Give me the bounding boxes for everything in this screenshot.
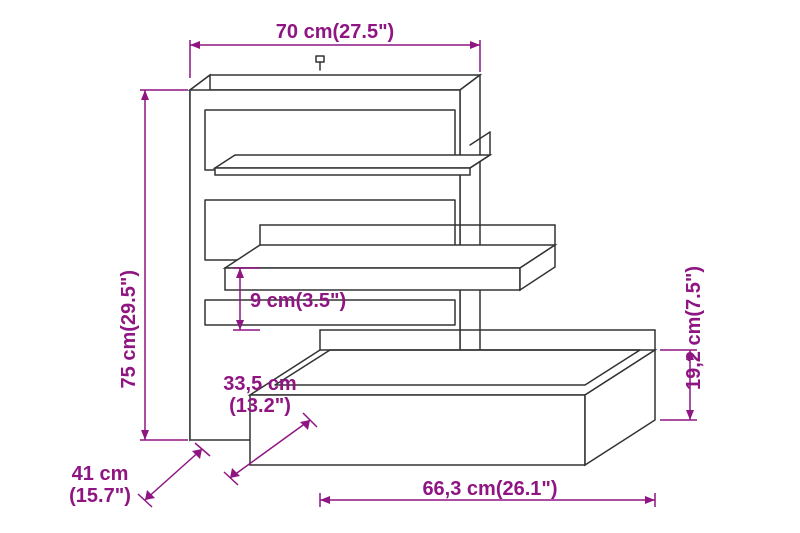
label-depth-a: 41 cm <box>72 463 129 485</box>
dim-drawer-width: 66,3 cm(26.1") <box>320 478 655 507</box>
dim-depth: 41 cm (15.7") <box>69 443 210 507</box>
label-height-a: 75 cm(29.5") <box>118 270 140 388</box>
label-drawer-width: 66,3 cm(26.1") <box>422 478 557 500</box>
dim-height: 75 cm(29.5") <box>118 90 188 440</box>
label-drawer-h: 19,2 cm(7.5") <box>683 266 705 390</box>
label-drawer-depth-a: 33,5 cm <box>223 373 296 395</box>
dim-width-top: 70 cm(27.5") <box>190 21 480 78</box>
dimension-diagram: 70 cm(27.5") 75 cm(29.5") 41 cm (15.7") … <box>0 0 800 533</box>
dim-drawer-front-h: 19,2 cm(7.5") <box>660 266 705 420</box>
label-depth-b: (15.7") <box>69 485 131 507</box>
label-width-top: 70 cm(27.5") <box>276 21 394 43</box>
label-drawer-depth-b: (13.2") <box>229 395 291 417</box>
label-drawer-gap: 9 cm(3.5") <box>250 290 346 312</box>
